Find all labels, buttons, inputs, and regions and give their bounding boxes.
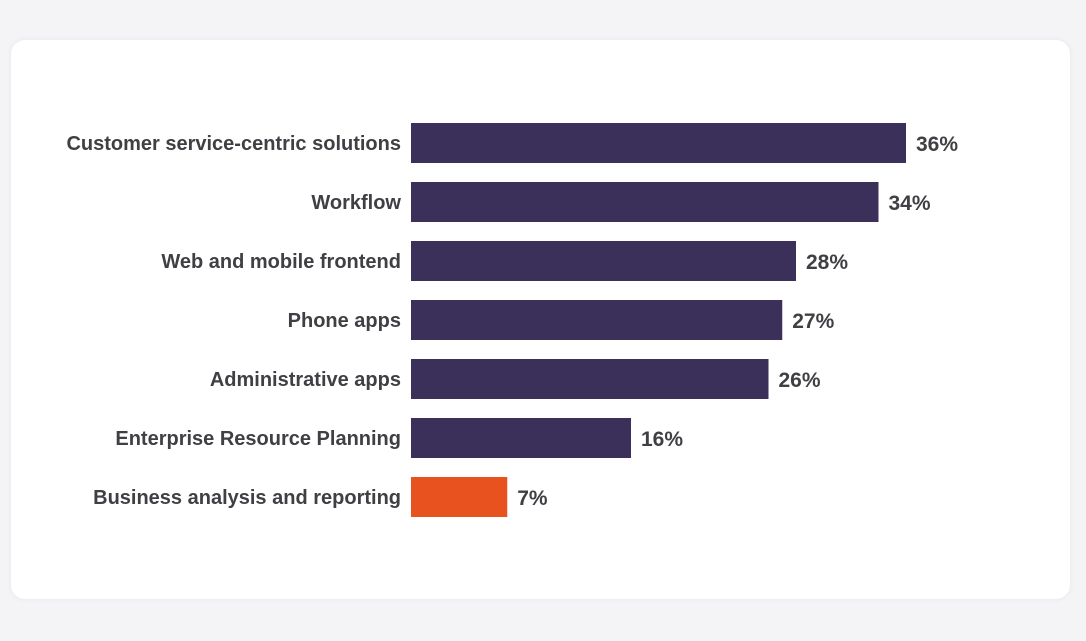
bar-4 [411,300,783,340]
bars-layer: Customer service-centric solutions 36% Wor… [66,123,958,517]
bar-5 [411,359,769,399]
category-label-2: Workflow [311,192,401,214]
value-label-4: 27% [792,310,834,333]
bar-7 [411,477,508,517]
bar-6 [411,418,631,458]
bar-2 [411,182,879,222]
category-label-7: Business analysis and reporting [93,487,401,509]
value-label-3: 28% [806,251,848,274]
category-label-4: Phone apps [288,310,401,332]
category-label-5: Administrative apps [210,369,401,391]
value-label-1: 36% [916,133,958,156]
category-label-6: Enterprise Resource Planning [115,428,401,450]
bar-3 [411,241,796,281]
category-label-3: Web and mobile frontend [161,251,401,273]
bar-1 [411,123,906,163]
value-label-2: 34% [889,192,931,215]
value-label-7: 7% [517,487,548,510]
category-label-1: Customer service-centric solutions [66,133,401,155]
value-label-6: 16% [641,428,683,451]
value-label-5: 26% [779,369,821,392]
